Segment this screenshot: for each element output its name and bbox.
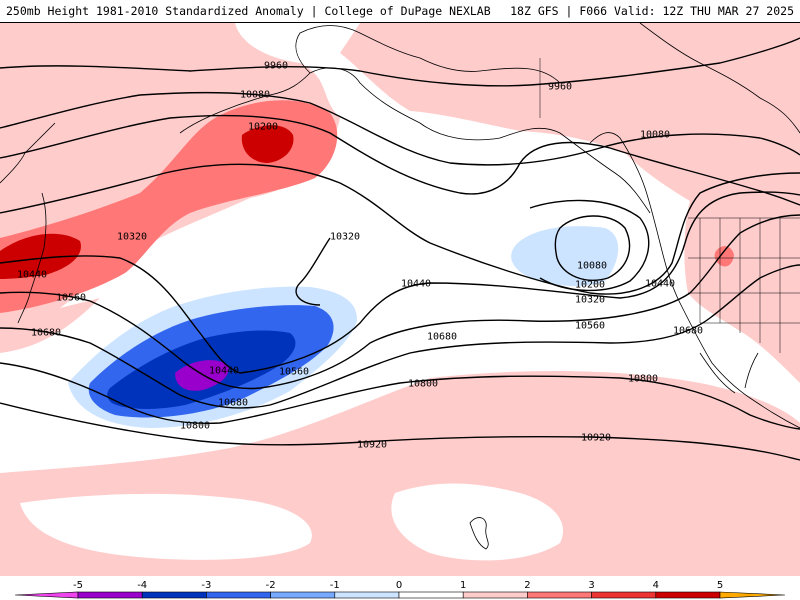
contour-label: 10680 [218,398,248,409]
colorbar-swatch [334,591,400,599]
contour-label: 10440 [401,279,431,290]
colorbar-swatch [206,591,271,599]
colorbar-tick-label: -1 [330,580,340,591]
negative-anomaly-extreme [175,360,229,391]
contour-label: 10680 [427,332,457,343]
colorbar-swatch [462,591,528,599]
colorbar-tick-label: -3 [201,580,211,591]
contour-label: 10320 [117,232,147,243]
contour-label: 10800 [408,379,438,390]
colorbar-swatch [14,591,79,599]
colorbar-tick-label: 1 [460,580,466,591]
contour-label: 10800 [628,374,658,385]
contour-label: 10320 [575,295,605,306]
colorbar-swatch [655,591,721,599]
contour-label: 10560 [575,321,605,332]
contour-label: 10200 [248,122,278,133]
contour-label: 10440 [645,279,675,290]
contour-labels: 9960 9960 10080 10080 10200 10080 10200 10320 10… [17,61,703,451]
map-title: 250mb Height 1981-2010 Standardized Anom… [6,4,491,18]
colorbar-swatch [591,591,657,599]
colorbar-swatch [527,591,592,599]
colorbar-ticks: -5 -4 -3 -2 -1 0 1 2 3 4 5 [73,580,723,591]
model-valid-time: 18Z GFS | F066 Valid: 12Z THU MAR 27 202… [510,4,794,18]
contour-label: 10080 [240,90,270,101]
colorbar-tick-label: -4 [137,580,147,591]
colorbar-tick-label: 0 [396,580,402,591]
positive-anomaly-strong [0,125,294,279]
colorbar-tick-label: -5 [73,580,83,591]
anomaly-colorbar: -5 -4 -3 -2 -1 0 1 2 3 4 5 [14,580,786,599]
contour-label: 9960 [264,61,288,72]
colorbar-tick-label: -2 [266,580,276,591]
contour-label: 10080 [577,261,607,272]
contour-label: 10800 [180,421,210,432]
colorbar-swatches [14,591,786,599]
colorbar-swatch [398,591,464,599]
political-borders [539,58,800,353]
contour-label: 10560 [56,293,86,304]
contour-label: 9960 [548,82,572,93]
colorbar-tick-label: 4 [653,580,659,591]
colorbar-swatch [719,591,786,599]
positive-anomaly-spot [714,246,734,267]
colorbar-swatch [77,591,143,599]
colorbar-tick-label: 5 [717,580,723,591]
coastlines [0,23,800,550]
colorbar-swatch [141,591,207,599]
contour-label: 10680 [673,326,703,337]
contour-label: 10440 [209,366,239,377]
contour-label: 10200 [575,280,605,291]
contour-label: 10320 [330,232,360,243]
colorbar-tick-label: 3 [588,580,594,591]
contour-label: 10440 [17,270,47,281]
neutral-regions-south [20,483,564,561]
contour-label: 10920 [357,440,387,451]
colorbar-tick-label: 2 [524,580,530,591]
anomaly-map: 9960 9960 10080 10080 10200 10080 10200 10320 10… [0,23,800,576]
contour-label: 10080 [640,130,670,141]
contour-label: 10680 [31,328,61,339]
height-contours [0,37,800,461]
map-header: 250mb Height 1981-2010 Standardized Anom… [0,0,800,23]
contour-label: 10920 [581,433,611,444]
contour-label: 10560 [279,367,309,378]
colorbar-swatch [270,591,336,599]
